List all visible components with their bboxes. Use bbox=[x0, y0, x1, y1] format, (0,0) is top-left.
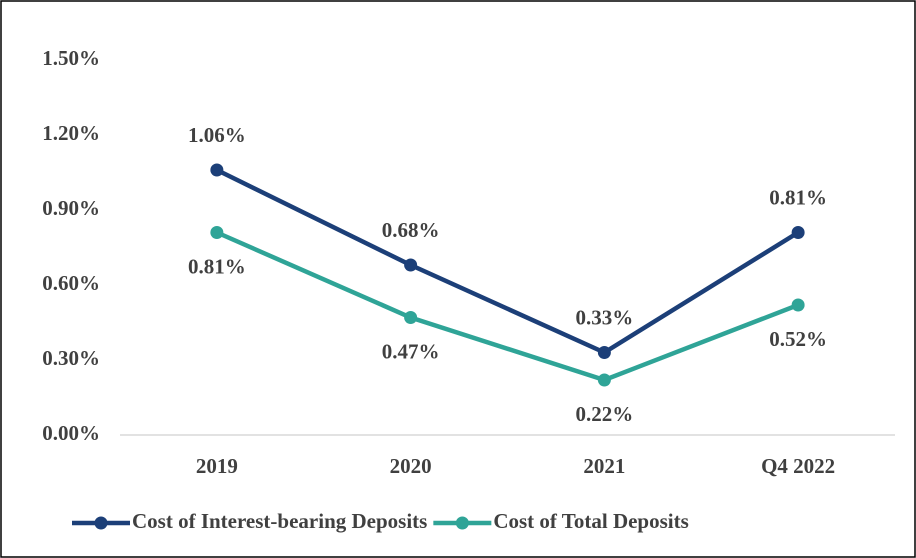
y-tick-label: 1.20% bbox=[42, 121, 100, 145]
legend-marker bbox=[94, 516, 108, 530]
legend-label: Cost of Total Deposits bbox=[493, 509, 688, 533]
data-point bbox=[404, 258, 418, 272]
x-tick-label: Q4 2022 bbox=[761, 454, 835, 478]
series-line bbox=[215, 230, 799, 383]
data-point bbox=[791, 226, 805, 239]
data-point bbox=[210, 226, 224, 239]
data-label: 0.52% bbox=[769, 327, 827, 351]
legend-label: Cost of Interest-bearing Deposits bbox=[132, 509, 427, 533]
data-point bbox=[404, 311, 418, 324]
y-tick-label: 1.50% bbox=[42, 46, 100, 70]
data-label: 0.22% bbox=[576, 402, 634, 426]
data-label: 0.68% bbox=[382, 218, 440, 242]
data-point bbox=[210, 163, 224, 177]
data-label: 1.06% bbox=[188, 123, 246, 147]
data-point bbox=[597, 346, 611, 359]
x-tick-label: 2021 bbox=[583, 454, 625, 478]
data-label: 0.47% bbox=[382, 339, 440, 363]
data-point bbox=[791, 298, 805, 312]
series-line bbox=[215, 167, 800, 356]
y-tick-label: 0.30% bbox=[42, 346, 100, 370]
data-point bbox=[597, 373, 611, 387]
data-label: 0.33% bbox=[576, 305, 634, 329]
x-tick-label: 2020 bbox=[390, 454, 432, 478]
x-tick-label: 2019 bbox=[196, 454, 238, 478]
data-label: 0.81% bbox=[769, 185, 827, 209]
y-tick-label: 0.90% bbox=[42, 196, 100, 220]
legend-marker bbox=[455, 516, 469, 530]
y-tick-label: 0.00% bbox=[42, 421, 100, 445]
data-label: 0.81% bbox=[188, 254, 246, 278]
y-tick-label: 0.60% bbox=[42, 271, 100, 295]
